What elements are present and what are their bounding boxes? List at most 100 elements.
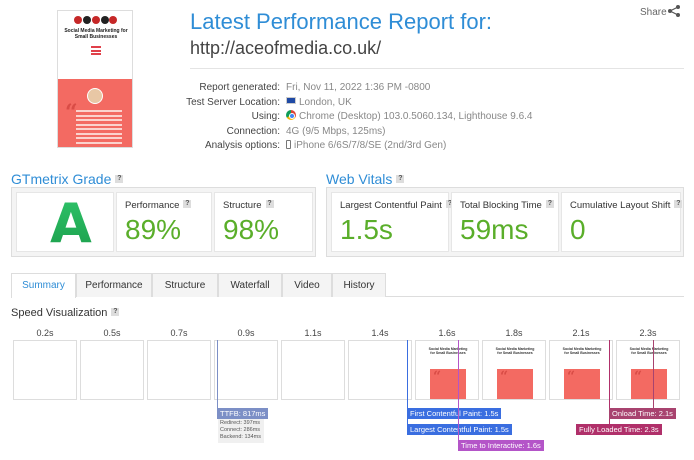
label-test-server-location: Test Server Location: [186,96,280,108]
using-value: Chrome (Desktop) 103.0.5060.134, Lightho… [286,110,533,125]
quote-icon: “ [65,100,78,126]
cls-card: Cumulative Layout Shift? 0 [561,192,683,252]
frame-time: 2.3s [639,328,657,338]
report-generated-value: Fri, Nov 11, 2022 1:36 PM -0800 [286,82,431,93]
ttfb-marker-label: TTFB: 817ms [217,408,269,419]
help-icon[interactable]: ? [265,200,274,209]
help-icon[interactable]: ? [111,308,120,317]
onload-marker-label: Onload Time: 2.1s [609,408,676,419]
tbt-value: 59ms [460,214,529,245]
ttfb-redirect: Redirect: 397ms [220,420,261,426]
tab-waterfall[interactable]: Waterfall [218,273,282,297]
gtmetrix-grade-panel: A Performance? 89% Structure? 98% [11,187,316,257]
ttfb-marker-line [217,340,218,408]
grade-letter: A [50,192,92,255]
structure-card: Structure? 98% [214,192,313,252]
lcp-value: 1.5s [340,214,393,245]
tab-performance[interactable]: Performance [76,273,152,297]
onload-marker-line [653,340,654,408]
filmstrip-frame[interactable] [281,340,345,400]
label-connection: Connection: [226,125,280,137]
label-using: Using: [251,111,280,122]
tab-history[interactable]: History [332,273,386,297]
tab-structure[interactable]: Structure [152,273,218,297]
frame-time: 1.4s [371,328,389,338]
filmstrip-frame[interactable] [348,340,412,400]
frame-site-title: Social Media Marketing for Small Busines… [629,347,669,355]
filmstrip-frame[interactable]: Social Media Marketing for Small Busines… [549,340,613,400]
report-info-labels: Report generated: Test Server Location: … [186,81,280,154]
share-icon[interactable] [667,4,681,18]
frame-time: 0.5s [103,328,121,338]
cls-value: 0 [570,214,586,245]
lcp-card: Largest Contentful Paint? 1.5s [331,192,454,252]
header-divider [190,68,684,69]
tbt-card: Total Blocking Time? 59ms [451,192,559,252]
filmstrip-frame[interactable] [13,340,77,400]
phone-icon [286,139,291,149]
avatar [87,88,103,104]
analysis-options-value: iPhone 6/6S/7/8/SE (2nd/3rd Gen) [286,139,533,154]
hamburger-menu-icon [91,46,101,55]
performance-label: Performance? [125,200,192,211]
frame-site-title: Social Media Marketing for Small Busines… [495,347,535,355]
grade-card: A [16,192,114,255]
help-icon[interactable]: ? [674,200,683,209]
report-info-values: Fri, Nov 11, 2022 1:36 PM -0800 London, … [286,81,533,154]
ttfb-backend: Backend: 134ms [220,434,261,440]
tab-video[interactable]: Video [282,273,332,297]
help-icon[interactable]: ? [445,200,454,209]
help-icon[interactable]: ? [396,175,405,184]
help-icon[interactable]: ? [183,200,192,209]
report-tabs: Summary Performance Structure Waterfall … [11,273,684,298]
frame-hero [564,369,600,399]
frame-hero [631,369,667,399]
report-url[interactable]: http://aceofmedia.co.uk/ [190,38,382,58]
fully-loaded-marker-label: Fully Loaded Time: 2.3s [576,424,662,435]
performance-value: 89% [125,214,182,245]
ttfb-details: Redirect: 397ms Connect: 286ms Backend: … [218,419,264,443]
test-server-location-value: London, UK [286,96,533,111]
frame-site-title: Social Media Marketing for Small Busines… [562,347,602,355]
share-button-label[interactable]: Share [640,7,667,18]
help-icon[interactable]: ? [115,175,124,184]
web-vitals-title: Web Vitals? [326,171,405,187]
filmstrip-frame[interactable] [147,340,211,400]
fcp-marker-label: First Contentful Paint: 1.5s [407,408,502,419]
help-icon[interactable]: ? [545,200,554,209]
lcp-label: Largest Contentful Paint? [340,200,454,211]
frame-time: 2.1s [572,328,590,338]
tbt-label: Total Blocking Time? [460,200,554,211]
structure-value: 98% [223,214,280,245]
page-screenshot-thumbnail[interactable]: Social Media Marketing for Small Busines… [57,10,133,148]
uk-flag-icon [286,97,296,105]
frame-time: 0.2s [36,328,54,338]
tab-summary[interactable]: Summary [11,273,76,298]
chrome-icon [286,110,296,121]
thumbnail-site-title: Social Media Marketing for Small Busines… [64,28,128,40]
report-title: Latest Performance Report for: [190,9,493,34]
filmstrip-frame[interactable]: Social Media Marketing for Small Busines… [482,340,546,400]
filmstrip-frame[interactable]: Social Media Marketing for Small Busines… [616,340,680,400]
frame-hero [430,369,466,399]
frame-time: 0.7s [170,328,188,338]
cls-label: Cumulative Layout Shift? [570,200,683,211]
thumbnail-hero: “ [58,79,132,147]
frame-time: 1.8s [505,328,523,338]
label-analysis-options: Analysis options: [204,140,280,151]
frame-site-title: Social Media Marketing for Small Busines… [428,347,468,355]
tti-marker-line [458,340,459,440]
lcp-marker-line [407,340,408,424]
thumbnail-text-lines [76,110,122,146]
frame-time: 1.6s [438,328,456,338]
performance-card: Performance? 89% [116,192,212,252]
web-vitals-panel: Largest Contentful Paint? 1.5s Total Blo… [326,187,684,257]
frame-time: 1.1s [304,328,322,338]
label-report-generated: Report generated: [199,82,280,93]
filmstrip-frame[interactable]: Social Media Marketing for Small Busines… [415,340,479,400]
site-logo [74,16,117,24]
lcp-marker-label: Largest Contentful Paint: 1.5s [407,424,512,435]
filmstrip-frame[interactable] [80,340,144,400]
filmstrip-frame[interactable] [214,340,278,400]
frame-hero [497,369,533,399]
